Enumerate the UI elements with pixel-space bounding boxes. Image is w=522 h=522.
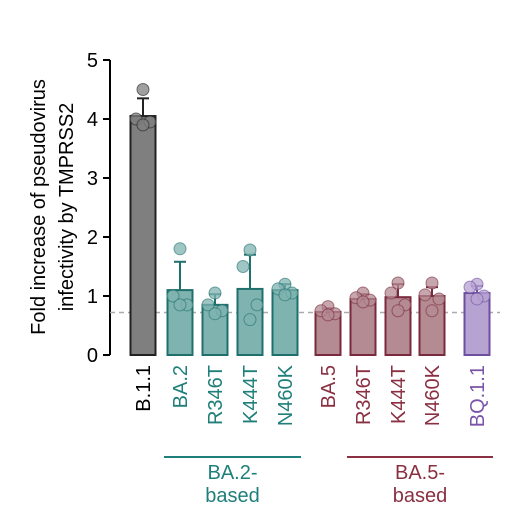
x-tick-label: BA.5 xyxy=(318,365,340,408)
x-tick-label: K444T xyxy=(240,365,262,424)
x-tick-label: N460K xyxy=(422,364,444,426)
data-point xyxy=(321,308,335,322)
data-point xyxy=(425,276,439,290)
data-point xyxy=(201,298,215,312)
data-point xyxy=(243,313,257,327)
data-point xyxy=(166,289,180,303)
x-tick-label: BQ.1.1 xyxy=(467,365,489,427)
y-tick-label: 0 xyxy=(87,345,98,367)
data-point xyxy=(250,298,264,312)
category-labels: B.1.1 BA.2 R346T K444T N460K BA.5 R346T K444T N4… xyxy=(133,364,489,427)
data-point xyxy=(391,304,405,318)
y-tick-label: 2 xyxy=(87,227,98,249)
x-tick-label: B.1.1 xyxy=(133,365,155,412)
data-point xyxy=(356,295,370,309)
data-point xyxy=(384,286,398,300)
group-label-line: based xyxy=(205,485,260,507)
data-point xyxy=(418,288,432,302)
y-axis-label: Fold increase of pseudovirus infectivity … xyxy=(28,79,78,335)
y-tick-label: 4 xyxy=(87,109,98,131)
data-point xyxy=(432,292,446,306)
x-tick-label: K444T xyxy=(388,365,410,424)
y-axis: 0 1 2 3 4 5 xyxy=(87,50,111,367)
data-point xyxy=(236,260,250,273)
data-point xyxy=(173,298,187,312)
data-point xyxy=(136,83,150,96)
x-tick-label: N460K xyxy=(275,364,297,426)
data-point xyxy=(470,292,484,306)
x-tick-label: BA.2 xyxy=(170,365,192,408)
y-tick-label: 3 xyxy=(87,168,98,190)
data-point xyxy=(278,288,292,302)
data-points xyxy=(129,83,491,327)
y-tick-label: 5 xyxy=(87,50,98,72)
data-point xyxy=(243,243,257,257)
group-label-line: BA.5- xyxy=(395,462,445,484)
bar xyxy=(418,295,446,356)
bar xyxy=(129,115,157,356)
data-point xyxy=(136,118,150,132)
data-point xyxy=(208,286,222,300)
y-axis-label-line: infectivity by TMPRSS2 xyxy=(56,103,78,312)
x-tick-label: R346T xyxy=(353,365,375,425)
data-point xyxy=(208,307,222,321)
y-axis-label-line: Fold increase of pseudovirus xyxy=(28,79,50,335)
data-point xyxy=(425,304,439,318)
group-label-line: based xyxy=(393,485,448,507)
group-label-line: BA.2- xyxy=(207,462,257,484)
data-point xyxy=(391,276,405,290)
data-point xyxy=(463,280,477,294)
data-point xyxy=(173,242,187,256)
x-tick-label: R346T xyxy=(205,365,227,425)
bars xyxy=(129,97,491,357)
y-tick-label: 1 xyxy=(87,286,98,308)
